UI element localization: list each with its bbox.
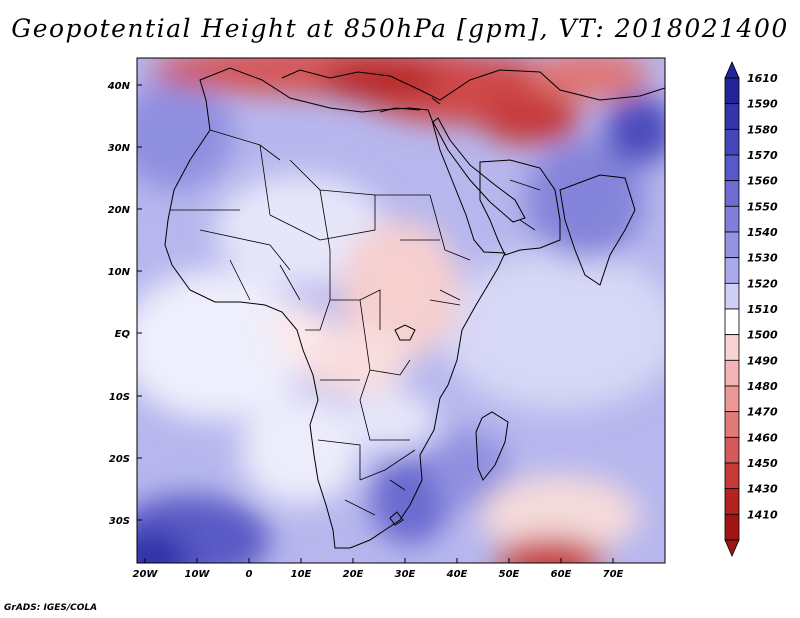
colorbar: 1610 1590 1580 1570 1560 1550 1540 1530 1520 1510… [724,61,778,557]
colorbar-label: 1610 [747,72,778,85]
colorbar-swatch [724,103,740,130]
colorbar-swatch [724,513,740,541]
colorbar-label: 1450 [747,457,778,470]
colorbar-label: 1570 [747,149,778,162]
colorbar-bottom-arrow [724,539,740,557]
colorbar-swatch [724,308,740,336]
credit-text: GrADS: IGES/COLA [4,603,98,613]
colorbar-swatch [724,334,740,361]
colorbar-swatch [724,77,740,105]
colorbar-swatch [724,488,740,515]
x-label: 20E [343,569,364,580]
map-frame [136,57,666,564]
colorbar-swatch [724,180,740,207]
colorbar-label: 1410 [747,508,778,521]
colorbar-swatch [724,205,740,233]
colorbar-top-arrow [724,61,740,79]
colorbar-swatch [724,231,740,259]
colorbar-label: 1430 [747,483,778,496]
x-axis-labels: 20W 10W 0 10E 20E 30E 40E 50E 60E 70E [133,569,624,580]
colorbar-label: 1580 [747,123,778,136]
colorbar-label: 1470 [747,406,778,419]
colorbar-swatch [724,359,740,387]
colorbar-swatch [724,282,740,310]
x-label: 50E [499,569,520,580]
x-label: 70E [603,569,624,580]
y-label: 10S [109,392,130,403]
y-label: 30S [109,516,130,527]
colorbar-label: 1590 [747,98,778,111]
y-label: EQ [115,329,131,340]
colorbar-label: 1500 [747,329,778,342]
y-axis-labels: 40N 30N 20N 10N EQ 10S 20S 30S [107,81,131,527]
y-label: 30N [108,143,131,154]
colorbar-label: 1530 [747,252,778,265]
colorbar-swatch [724,411,740,438]
x-label: 30E [395,569,416,580]
colorbar-label: 1510 [747,303,778,316]
colorbar-label: 1540 [747,226,778,239]
y-label: 10N [108,267,131,278]
height-field [137,58,665,563]
colorbar-swatch [724,385,740,413]
colorbar-swatch [724,436,740,464]
colorbar-label: 1460 [747,431,778,444]
x-label: 0 [246,569,253,580]
coastlines [164,67,665,549]
colorbar-label: 1550 [747,200,778,213]
axis-ticks [137,84,614,563]
country-borders [170,129,541,516]
x-label: 10W [185,569,211,580]
colorbar-swatch [724,462,740,490]
x-label: 10E [291,569,312,580]
colorbar-swatch [724,128,740,156]
x-label: 20W [133,569,159,580]
colorbar-label: 1520 [747,277,778,290]
y-label: 20N [108,205,131,216]
colorbar-label: 1490 [747,354,778,367]
colorbar-label: 1480 [747,380,778,393]
x-label: 60E [551,569,572,580]
x-label: 40E [446,569,468,580]
y-label: 20S [109,454,130,465]
colorbar-swatch [724,257,740,284]
colorbar-swatch [724,154,740,182]
y-label: 40N [107,81,131,92]
map-title: Geopotential Height at 850hPa [gpm], VT:… [11,14,789,43]
colorbar-label: 1560 [747,175,778,188]
